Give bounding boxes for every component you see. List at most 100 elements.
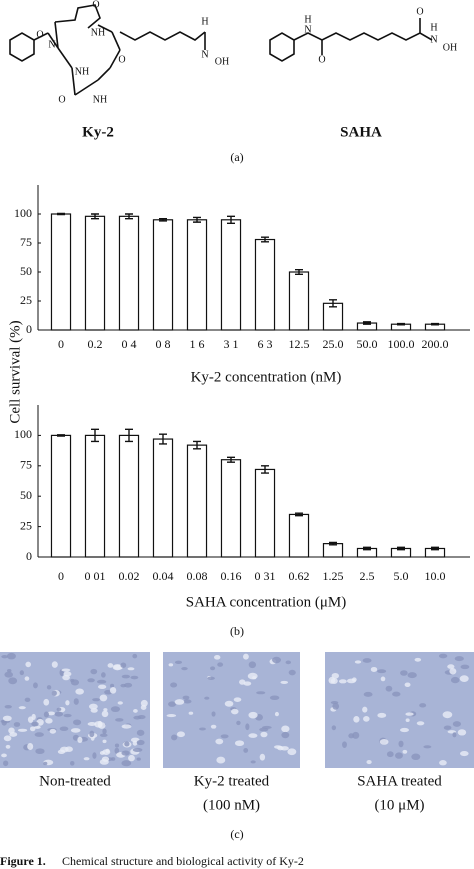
cell	[102, 728, 107, 735]
cell	[97, 720, 103, 728]
cell	[460, 664, 470, 670]
cell	[243, 653, 249, 660]
cell	[92, 698, 100, 702]
cell	[370, 666, 378, 672]
cell	[73, 719, 82, 726]
cell	[259, 753, 266, 761]
cell	[107, 663, 114, 668]
atom-label: N	[304, 24, 311, 35]
atom-label: NH	[91, 27, 105, 38]
cell	[114, 743, 120, 748]
cell	[140, 699, 148, 707]
micrograph-caption: (10 μM)	[374, 797, 424, 813]
cell	[234, 740, 245, 747]
bar	[254, 238, 276, 331]
error-bar	[329, 541, 337, 546]
cell	[121, 760, 132, 767]
y-tick-label: 50	[20, 488, 32, 502]
cell	[25, 661, 32, 668]
micrograph	[163, 652, 300, 768]
error-bar	[91, 428, 99, 443]
ky2-structure	[9, 4, 206, 96]
x-tick-label: 0 4	[122, 337, 137, 351]
cell	[287, 748, 297, 756]
cell	[51, 661, 58, 668]
caption-text: Chemical structure and biological activi…	[62, 854, 304, 868]
bar	[84, 215, 106, 331]
cell	[75, 688, 84, 695]
cell	[188, 711, 194, 715]
cell	[34, 725, 41, 729]
cell	[110, 706, 121, 713]
x-tick-label: 0 8	[156, 337, 171, 351]
cell	[2, 715, 12, 722]
cell	[133, 709, 138, 713]
cell	[207, 676, 215, 680]
cell	[128, 754, 135, 762]
cell	[379, 739, 389, 745]
cell	[224, 700, 234, 707]
cell	[330, 700, 339, 705]
cell	[362, 706, 368, 713]
cell	[459, 751, 469, 757]
cell	[51, 690, 57, 696]
atom-label: O	[318, 54, 325, 65]
cell	[256, 691, 266, 695]
cell	[6, 652, 16, 660]
cell	[90, 668, 98, 675]
y-tick-label: 25	[20, 518, 32, 532]
cell	[419, 703, 427, 708]
bar	[118, 215, 140, 331]
cell	[272, 656, 282, 664]
cell	[181, 667, 188, 671]
cell	[3, 735, 12, 742]
y-tick-label: 50	[20, 264, 32, 278]
cell	[171, 734, 178, 741]
micrograph-caption: Non-treated	[39, 773, 111, 789]
cell	[288, 669, 296, 676]
cell	[124, 741, 130, 747]
x-tick-label: 0.16	[221, 569, 242, 583]
error-bar	[159, 433, 167, 445]
cell	[342, 741, 347, 748]
bar	[254, 468, 276, 558]
atom-label: N	[201, 49, 208, 60]
cell	[133, 715, 142, 720]
error-bar	[431, 546, 439, 551]
cell	[362, 658, 372, 663]
error-bar	[329, 299, 337, 308]
cell	[43, 711, 50, 718]
cell	[96, 679, 107, 684]
cell	[120, 662, 127, 668]
cell	[457, 729, 467, 736]
cell	[117, 701, 123, 705]
cell	[261, 725, 272, 730]
cell	[4, 671, 13, 678]
cell	[174, 699, 185, 705]
cell	[260, 731, 268, 738]
y-tick-label: 100	[14, 427, 32, 441]
error-bar	[295, 268, 303, 276]
error-bar	[363, 321, 371, 325]
cell	[452, 721, 462, 727]
caption-prefix: Figure 1.	[0, 854, 46, 868]
x-tick-label: 0.62	[289, 569, 310, 583]
cell	[450, 676, 460, 684]
cell	[454, 656, 464, 662]
cell	[411, 753, 421, 761]
panel-label: (b)	[230, 624, 244, 638]
x-tick-label: 10.0	[425, 569, 446, 583]
panel-label: (c)	[230, 827, 243, 841]
micrograph-caption: (100 nM)	[203, 797, 260, 813]
cell	[27, 742, 34, 750]
cell	[439, 760, 447, 766]
cell	[33, 682, 38, 689]
cell	[438, 653, 448, 659]
cell	[239, 679, 246, 685]
cell	[90, 708, 98, 713]
cell	[98, 684, 107, 689]
cell	[88, 703, 98, 710]
cell	[24, 697, 31, 703]
bar	[84, 434, 106, 558]
cell	[182, 695, 190, 700]
